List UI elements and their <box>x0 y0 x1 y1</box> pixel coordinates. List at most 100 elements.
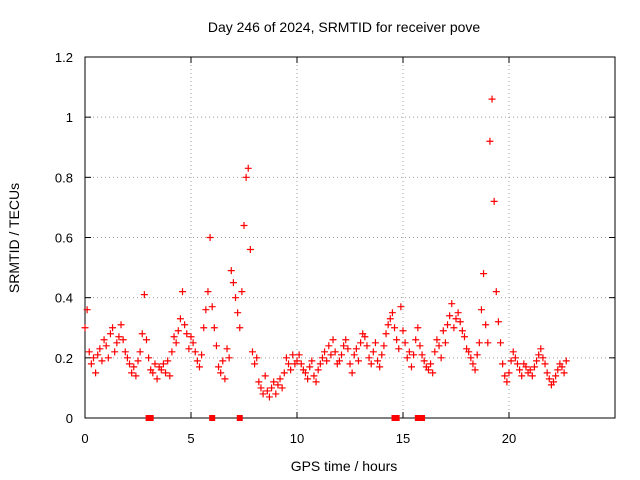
data-point <box>420 357 428 365</box>
data-point <box>130 363 138 371</box>
data-point <box>518 372 526 380</box>
data-point <box>509 348 517 356</box>
y-tick-label: 0.4 <box>55 291 73 306</box>
data-point <box>100 336 108 344</box>
data-point <box>212 342 220 350</box>
data-point <box>189 339 197 347</box>
data-point <box>181 321 189 329</box>
y-tick-label: 1.2 <box>55 50 73 65</box>
data-point <box>297 360 305 368</box>
data-point <box>176 315 184 323</box>
data-point <box>374 357 382 365</box>
data-point <box>227 267 235 275</box>
data-point <box>444 321 452 329</box>
data-point <box>136 348 144 356</box>
data-point <box>215 363 223 371</box>
data-point <box>526 366 534 374</box>
data-point <box>340 342 348 350</box>
data-point <box>562 357 570 365</box>
x-axis-label: GPS time / hours <box>291 458 398 474</box>
data-point <box>407 363 415 371</box>
data-point <box>248 348 256 356</box>
data-point <box>363 342 371 350</box>
data-point <box>208 303 216 311</box>
data-point <box>371 339 379 347</box>
data-point <box>113 339 121 347</box>
data-point <box>429 369 437 377</box>
data-point <box>232 294 240 302</box>
data-point <box>149 369 157 377</box>
x-tick-label: 0 <box>81 431 88 446</box>
data-point <box>174 327 182 335</box>
data-point <box>454 309 462 317</box>
data-point <box>187 333 195 341</box>
data-point <box>98 357 106 365</box>
data-point <box>435 342 443 350</box>
data-point <box>287 366 295 374</box>
data-point <box>236 324 244 332</box>
data-point <box>480 270 488 278</box>
data-point <box>217 369 225 377</box>
data-point <box>342 336 350 344</box>
data-point <box>380 342 388 350</box>
data-point <box>550 378 558 386</box>
data-point <box>123 354 131 362</box>
data-point <box>410 351 418 359</box>
data-point <box>418 351 426 359</box>
data-point <box>365 354 373 362</box>
data-point <box>234 309 242 317</box>
data-point <box>195 363 203 371</box>
flagged-point <box>236 415 243 421</box>
y-axis-label: SRMTID / TECUs <box>6 183 22 293</box>
data-point <box>456 318 464 326</box>
data-point <box>276 375 284 383</box>
data-point <box>270 378 278 386</box>
data-point <box>265 393 273 401</box>
flagged-point <box>393 415 400 421</box>
data-point <box>301 369 309 377</box>
data-point <box>452 315 460 323</box>
data-point <box>242 173 250 181</box>
data-point <box>310 372 318 380</box>
series-SRMTID <box>81 95 570 401</box>
data-point <box>102 342 110 350</box>
data-point <box>185 345 193 353</box>
data-point <box>482 321 490 329</box>
data-point <box>344 345 352 353</box>
data-point <box>382 330 390 338</box>
data-point <box>268 384 276 392</box>
data-point <box>545 375 553 383</box>
data-point <box>350 351 358 359</box>
data-point <box>399 327 407 335</box>
data-point <box>467 354 475 362</box>
data-point <box>295 351 303 359</box>
data-point <box>486 137 494 145</box>
data-point <box>325 342 333 350</box>
x-tick-label: 15 <box>396 431 410 446</box>
data-point <box>159 360 167 368</box>
data-point <box>401 339 409 347</box>
data-point <box>117 321 125 329</box>
data-point <box>109 324 117 332</box>
data-point <box>142 336 150 344</box>
data-point <box>170 333 178 341</box>
y-tick-label: 0.2 <box>55 351 73 366</box>
y-tick-label: 0 <box>66 411 73 426</box>
data-point <box>539 354 547 362</box>
data-point <box>172 339 180 347</box>
data-point <box>533 357 541 365</box>
data-point <box>346 360 354 368</box>
data-point <box>128 369 136 377</box>
data-point <box>427 360 435 368</box>
data-point <box>535 351 543 359</box>
data-point <box>166 372 174 380</box>
data-point <box>240 221 248 229</box>
data-point <box>492 288 500 296</box>
data-point <box>441 339 449 347</box>
data-point <box>338 351 346 359</box>
data-point <box>257 384 265 392</box>
data-point <box>391 324 399 332</box>
data-point <box>85 348 93 356</box>
y-tick-label: 0.8 <box>55 170 73 185</box>
data-point <box>253 354 261 362</box>
